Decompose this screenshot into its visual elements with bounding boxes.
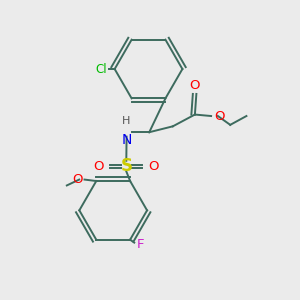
Text: O: O [148, 160, 159, 172]
Text: O: O [73, 173, 83, 186]
Text: O: O [190, 79, 200, 92]
Text: F: F [136, 238, 144, 250]
Text: O: O [214, 110, 225, 122]
Text: H: H [122, 116, 130, 126]
Text: Cl: Cl [95, 62, 107, 76]
Text: O: O [94, 160, 104, 172]
Text: N: N [122, 133, 132, 147]
Text: S: S [120, 157, 132, 175]
